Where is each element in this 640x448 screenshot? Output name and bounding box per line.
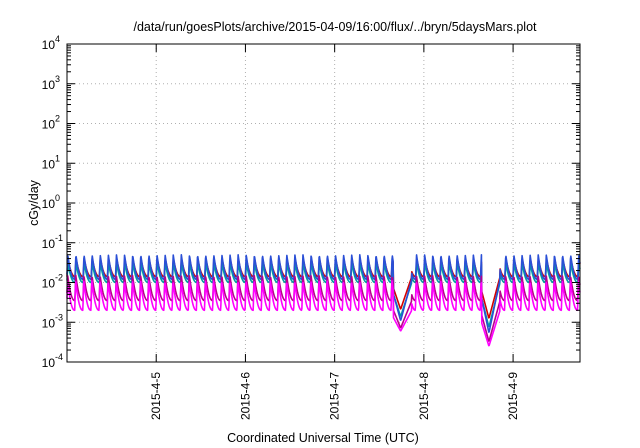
y-tick-label: 10 1	[42, 153, 60, 171]
x-tick-label: 2015-4-8	[417, 372, 431, 420]
y-tick-label: 10 -3	[42, 312, 63, 330]
series-line	[66, 280, 581, 347]
y-tick-exponent: -3	[55, 312, 63, 322]
y-tick-label: 10 2	[42, 114, 60, 132]
x-tick-label: 2015-4-9	[506, 372, 520, 420]
y-tick-base: 10	[42, 38, 56, 52]
x-axis-label: Coordinated Universal Time (UTC)	[227, 431, 419, 445]
series-line	[66, 253, 581, 333]
y-tick-exponent: 3	[55, 74, 60, 84]
y-tick-label: 10 -2	[42, 273, 63, 291]
y-tick-label: 10 3	[42, 74, 60, 92]
y-tick-base: 10	[42, 78, 56, 92]
series-layer	[66, 253, 581, 347]
y-tick-base: 10	[42, 277, 56, 291]
y-tick-exponent: 4	[55, 34, 60, 44]
y-tick-base: 10	[42, 316, 56, 330]
y-axis-label: cGy/day	[27, 179, 41, 226]
grid-layer	[67, 44, 580, 362]
y-tick-base: 10	[42, 157, 56, 171]
x-tick-label: 2015-4-7	[328, 372, 342, 420]
y-tick-exponent: 1	[55, 153, 60, 163]
series-line	[66, 274, 581, 342]
y-tick-label: 10 0	[42, 193, 60, 211]
y-tick-exponent: -1	[55, 233, 63, 243]
y-tick-base: 10	[42, 118, 56, 132]
y-tick-exponent: -4	[55, 352, 63, 362]
y-tick-exponent: 2	[55, 114, 60, 124]
x-tick-label: 2015-4-5	[149, 372, 163, 420]
y-tick-base: 10	[42, 356, 56, 370]
chart-title: /data/run/goesPlots/archive/2015-04-09/1…	[133, 20, 537, 34]
tick-layer	[67, 43, 580, 363]
y-tick-exponent: 0	[55, 193, 60, 203]
y-tick-exponent: -2	[55, 273, 63, 283]
y-tick-label: 10 -1	[42, 233, 63, 251]
y-tick-base: 10	[42, 237, 56, 251]
y-tick-label: 10 4	[42, 34, 60, 52]
y-tick-base: 10	[42, 197, 56, 211]
x-tick-label: 2015-4-6	[238, 372, 252, 420]
x-tick-labels: 2015-4-5 2015-4-6 2015-4-7 2015-4-8 2015-4-9	[149, 372, 520, 420]
y-tick-label: 10 -4	[42, 352, 63, 370]
